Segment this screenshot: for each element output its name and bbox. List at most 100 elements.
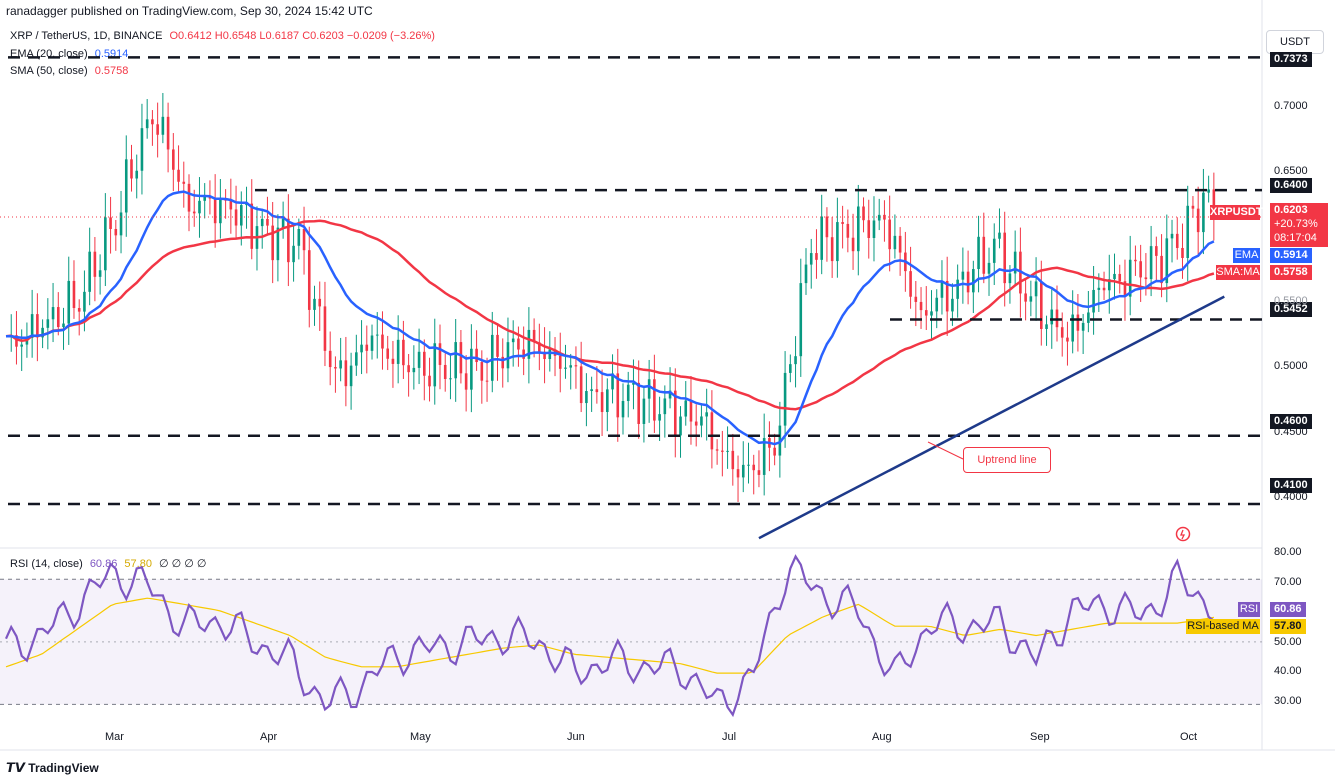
candle-body <box>98 270 102 277</box>
replay-clock-icon[interactable] <box>1175 526 1191 542</box>
candle-body <box>799 283 803 357</box>
candle-body <box>705 412 708 417</box>
candle-body <box>642 398 646 424</box>
candle-body <box>161 116 165 135</box>
candle-body <box>276 227 280 261</box>
month-label: Apr <box>260 731 278 743</box>
candle-body <box>281 218 285 228</box>
month-label: May <box>410 731 431 743</box>
candle-body <box>506 342 510 369</box>
month-label: Jun <box>567 731 585 743</box>
candle-body <box>355 352 358 366</box>
footer-logo-text: TradingView <box>28 761 99 775</box>
candle-body <box>104 217 107 271</box>
rsi-line <box>4 554 1215 718</box>
candle-body <box>402 339 405 366</box>
candle-body <box>375 334 379 336</box>
level-tag-2: 0.5452 <box>1270 302 1312 317</box>
candle-body <box>15 335 18 347</box>
candle-body <box>407 365 410 373</box>
candle-body <box>318 298 322 307</box>
candle-body <box>862 206 865 221</box>
candle-body <box>1175 233 1179 248</box>
tradingview-footer[interactable]: 𝙏𝙑 TradingView <box>6 760 99 776</box>
candle-body <box>62 323 65 328</box>
candle-body <box>736 469 740 478</box>
candle-body <box>804 264 808 284</box>
candle-body <box>198 200 201 214</box>
candle-body <box>1081 322 1085 331</box>
candle-body <box>637 382 640 424</box>
candle-body <box>1149 246 1153 280</box>
candle-body <box>694 421 698 426</box>
legend-sma-value: 0.5758 <box>94 65 129 77</box>
candle-body <box>522 349 525 359</box>
uptrend-annotation[interactable]: Uptrend line <box>963 447 1051 473</box>
candle-body <box>391 358 395 364</box>
candle-body <box>239 205 243 226</box>
xrp-name-tag: XRPUSDT <box>1210 205 1263 220</box>
xrp-price-tag: 0.6203 +20.73% 08:17:04 <box>1270 203 1328 247</box>
candle-body <box>1050 309 1054 325</box>
candle-body <box>815 253 818 260</box>
candle-body <box>700 416 703 426</box>
month-label: Jul <box>722 731 737 743</box>
candle-body <box>302 228 306 251</box>
candle-body <box>1107 279 1111 291</box>
candle-body <box>558 355 562 369</box>
candle-body <box>940 280 944 298</box>
candle-body <box>1196 208 1200 233</box>
candle-body <box>658 414 661 421</box>
candle-body <box>632 382 635 385</box>
candle-body <box>1076 314 1080 331</box>
candle-body <box>1118 273 1122 282</box>
candle-body <box>443 364 447 380</box>
month-label: Sep <box>1030 731 1050 743</box>
legend-rsi-extra: ∅ ∅ ∅ ∅ <box>159 558 207 570</box>
legend-rsi-row[interactable]: RSI (14, close) 60.86 57.80 ∅ ∅ ∅ ∅ <box>10 557 207 570</box>
candle-body <box>260 218 264 227</box>
candle-body <box>998 232 1001 239</box>
candle-body <box>41 327 44 338</box>
candle-body <box>726 450 729 452</box>
candle-body <box>1008 273 1012 284</box>
rsi-tick: 40.00 <box>1274 665 1302 677</box>
candle-body <box>1113 273 1116 280</box>
candle-body <box>480 362 484 381</box>
rsi-value-tag: 60.86 <box>1270 602 1306 617</box>
candle-body <box>83 291 86 312</box>
publisher-header: ranadagger published on TradingView.com,… <box>6 4 373 18</box>
candle-body <box>830 237 834 262</box>
candle-body <box>789 364 792 373</box>
candle-body <box>1123 281 1127 297</box>
legend-sma-row[interactable]: SMA (50, close) 0.5758 <box>10 65 128 77</box>
legend-rsi-ma-value: 57.80 <box>124 558 152 570</box>
rsi-tick: 50.00 <box>1274 636 1302 648</box>
candle-body <box>449 378 452 380</box>
candle-body <box>438 343 442 365</box>
candle-body <box>673 390 677 436</box>
candle-body <box>809 253 813 265</box>
candle-body <box>339 360 342 369</box>
candle-body <box>46 319 50 328</box>
candle-body <box>721 450 724 452</box>
legend-symbol-row: XRP / TetherUS, 1D, BINANCE O0.6412 H0.6… <box>10 30 435 42</box>
candle-body <box>496 334 499 357</box>
rsi-tick: 70.00 <box>1274 576 1302 588</box>
candle-body <box>114 228 118 236</box>
candle-body <box>271 225 274 261</box>
candle-body <box>135 170 139 179</box>
sma-name-tag: SMA:MA <box>1216 265 1260 280</box>
candle-body <box>851 237 855 252</box>
month-label: Oct <box>1180 731 1198 743</box>
candle-body <box>328 350 332 368</box>
candle-body <box>349 365 353 387</box>
price-tick: 0.4000 <box>1274 491 1308 503</box>
price-tick: 0.7000 <box>1274 100 1308 112</box>
level-label-1: 0.6400 <box>1270 178 1312 193</box>
price-tick: 0.5500 <box>1274 295 1308 307</box>
candle-body <box>77 308 81 312</box>
level-tag-4: 0.4100 <box>1270 478 1312 493</box>
candle-body <box>423 351 426 376</box>
